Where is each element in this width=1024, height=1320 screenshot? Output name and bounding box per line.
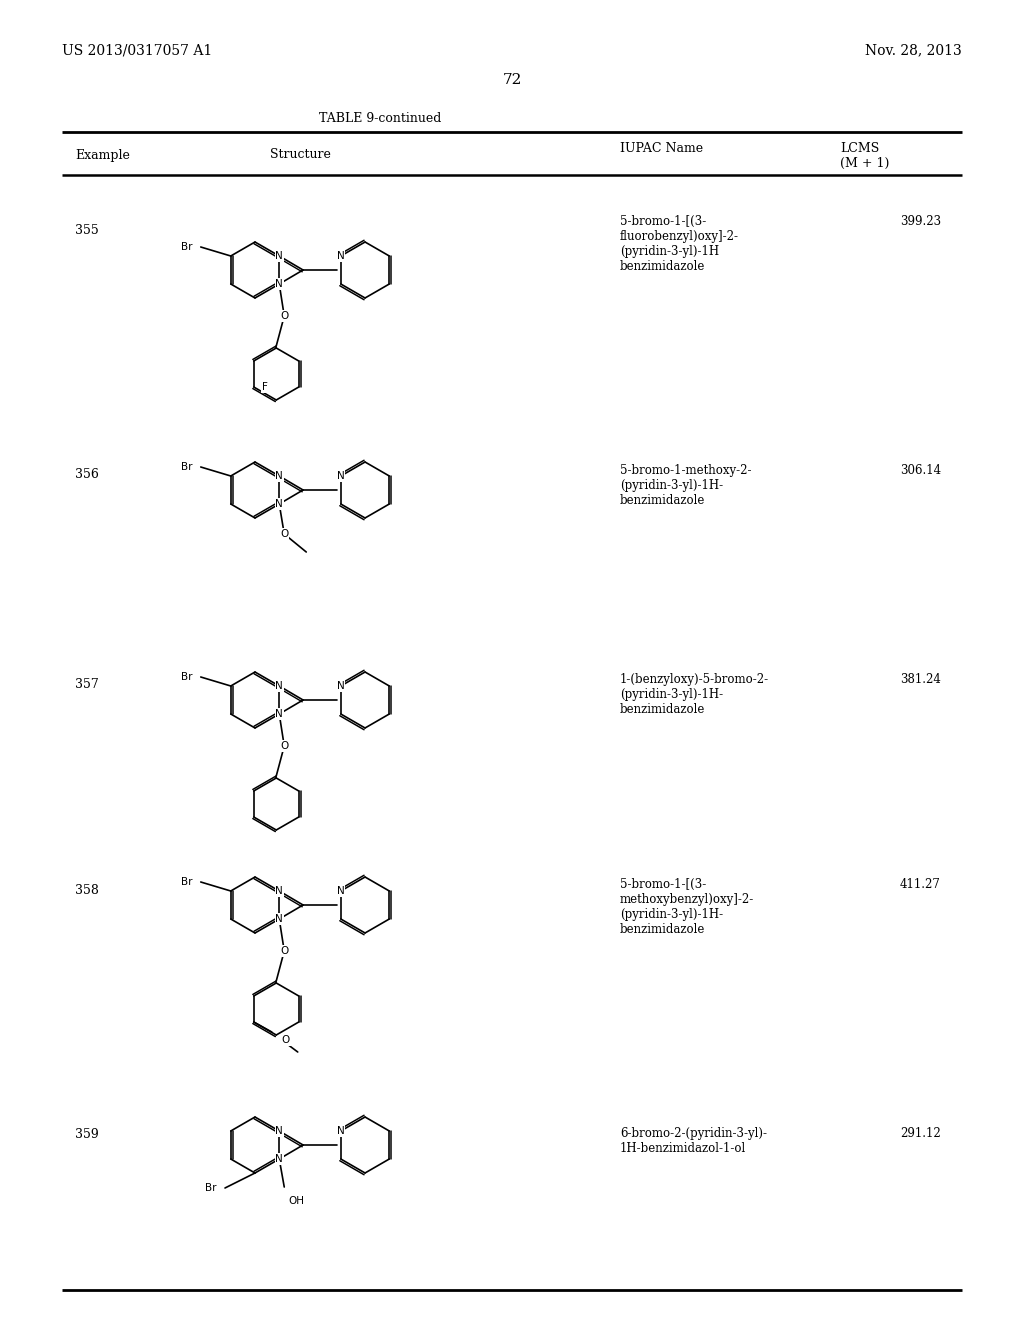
Text: Br: Br: [181, 462, 193, 473]
Text: 5-bromo-1-[(3-
methoxybenzyl)oxy]-2-
(pyridin-3-yl)-1H-
benzimidazole: 5-bromo-1-[(3- methoxybenzyl)oxy]-2- (py…: [620, 878, 755, 936]
Text: 359: 359: [75, 1129, 98, 1142]
Text: O: O: [282, 1035, 290, 1045]
Text: 72: 72: [503, 73, 521, 87]
Text: 357: 357: [75, 678, 98, 692]
Text: Br: Br: [181, 876, 193, 887]
Text: TABLE 9-continued: TABLE 9-continued: [318, 111, 441, 124]
Text: N: N: [275, 471, 283, 480]
Text: LCMS: LCMS: [840, 141, 880, 154]
Text: N: N: [275, 681, 283, 690]
Text: Nov. 28, 2013: Nov. 28, 2013: [865, 44, 962, 57]
Text: F: F: [262, 381, 267, 392]
Text: N: N: [275, 886, 283, 896]
Text: IUPAC Name: IUPAC Name: [620, 141, 703, 154]
Text: 399.23: 399.23: [900, 215, 941, 228]
Text: 5-bromo-1-[(3-
fluorobenzyl)oxy]-2-
(pyridin-3-yl)-1H
benzimidazole: 5-bromo-1-[(3- fluorobenzyl)oxy]-2- (pyr…: [620, 215, 739, 273]
Text: 5-bromo-1-methoxy-2-
(pyridin-3-yl)-1H-
benzimidazole: 5-bromo-1-methoxy-2- (pyridin-3-yl)-1H- …: [620, 465, 752, 507]
Text: N: N: [275, 709, 283, 719]
Text: 355: 355: [75, 223, 98, 236]
Text: 6-bromo-2-(pyridin-3-yl)-
1H-benzimidazol-1-ol: 6-bromo-2-(pyridin-3-yl)- 1H-benzimidazo…: [620, 1127, 767, 1155]
Text: 306.14: 306.14: [900, 465, 941, 477]
Text: N: N: [275, 499, 283, 510]
Text: O: O: [281, 529, 289, 539]
Text: Br: Br: [206, 1183, 217, 1193]
Text: N: N: [337, 886, 345, 896]
Text: N: N: [275, 913, 283, 924]
Text: N: N: [337, 471, 345, 480]
Text: Br: Br: [181, 242, 193, 252]
Text: 358: 358: [75, 883, 99, 896]
Text: N: N: [275, 251, 283, 261]
Text: OH: OH: [288, 1196, 304, 1206]
Text: 411.27: 411.27: [900, 878, 941, 891]
Text: Example: Example: [75, 149, 130, 161]
Text: N: N: [337, 1126, 345, 1137]
Text: N: N: [275, 1154, 283, 1164]
Text: Structure: Structure: [269, 149, 331, 161]
Text: N: N: [275, 279, 283, 289]
Text: 381.24: 381.24: [900, 673, 941, 686]
Text: N: N: [337, 681, 345, 690]
Text: O: O: [281, 312, 289, 321]
Text: Br: Br: [181, 672, 193, 682]
Text: O: O: [281, 946, 289, 956]
Text: (M + 1): (M + 1): [840, 157, 890, 169]
Text: O: O: [281, 741, 289, 751]
Text: 1-(benzyloxy)-5-bromo-2-
(pyridin-3-yl)-1H-
benzimidazole: 1-(benzyloxy)-5-bromo-2- (pyridin-3-yl)-…: [620, 673, 769, 715]
Text: N: N: [275, 1126, 283, 1137]
Text: 356: 356: [75, 469, 99, 482]
Text: 291.12: 291.12: [900, 1127, 941, 1140]
Text: N: N: [337, 251, 345, 261]
Text: US 2013/0317057 A1: US 2013/0317057 A1: [62, 44, 212, 57]
